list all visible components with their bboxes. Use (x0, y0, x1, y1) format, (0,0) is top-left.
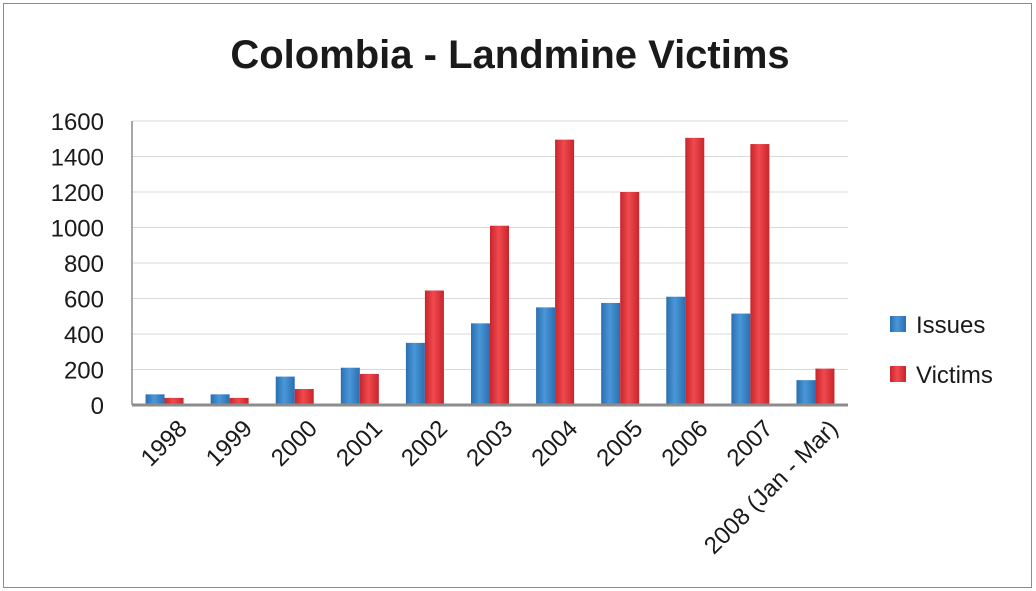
y-tick-labels: 0 200 400 600 800 1000 1200 1400 1600 (51, 109, 104, 420)
bar-issues-2008 (796, 380, 816, 405)
bar-issues-1999 (210, 394, 230, 405)
legend: Issues Victims (890, 312, 993, 389)
bar-victims-2001 (359, 373, 379, 405)
bar-victims-2004 (555, 139, 575, 405)
x-tick-labels: 1998 1999 2000 2001 2002 2003 2004 2005 2006 2007… (136, 415, 844, 560)
bar-victims-1999 (229, 397, 249, 405)
y-tick-label: 200 (64, 358, 104, 385)
legend-label-victims: Victims (916, 362, 993, 389)
y-tick-label: 0 (91, 393, 104, 420)
legend-swatch-victims (890, 366, 906, 382)
bar-victims-2000 (294, 389, 314, 405)
x-tick-label: 2007 (722, 415, 779, 472)
legend-label-issues: Issues (916, 312, 985, 339)
bar-issues-2004 (536, 307, 556, 405)
bar-victims-2007 (750, 144, 770, 405)
x-tick-label: 2005 (591, 415, 648, 472)
axes (131, 121, 848, 407)
x-tick-label: 1998 (136, 415, 193, 472)
y-tick-label: 600 (64, 287, 104, 314)
y-tick-label: 400 (64, 322, 104, 349)
chart-title: Colombia - Landmine Victims (230, 33, 789, 77)
y-tick-label: 1200 (51, 180, 104, 207)
x-tick-label: 2001 (331, 415, 388, 472)
bars (145, 137, 835, 406)
bar-issues-2000 (275, 376, 295, 405)
bar-issues-1998 (145, 394, 165, 405)
y-tick-label: 1000 (51, 216, 104, 243)
y-tick-label: 800 (64, 251, 104, 278)
bar-issues-2003 (471, 323, 490, 405)
bar-issues-2001 (340, 367, 360, 405)
legend-swatch-issues (890, 316, 906, 332)
x-tick-label: 2002 (396, 415, 453, 472)
bar-victims-2005 (620, 192, 640, 405)
x-tick-label: 2004 (526, 415, 583, 472)
bar-issues-2006 (666, 296, 686, 405)
bar-issues-2007 (731, 313, 751, 405)
bar-victims-2006 (685, 137, 705, 406)
bar-victims-1998 (164, 397, 184, 405)
x-tick-label: 2000 (266, 415, 323, 472)
bar-victims-2003 (490, 225, 509, 405)
x-tick-label: 2006 (657, 415, 714, 472)
x-tick-label: 1999 (201, 415, 258, 472)
chart-frame (3, 3, 1032, 588)
bar-victims-2008 (815, 368, 835, 405)
bar-victims-2002 (424, 290, 444, 405)
y-tick-label: 1400 (51, 145, 104, 172)
bar-issues-2002 (405, 342, 425, 405)
bar-issues-2005 (601, 302, 621, 405)
y-tick-label: 1600 (51, 109, 104, 136)
x-tick-label: 2003 (461, 415, 518, 472)
